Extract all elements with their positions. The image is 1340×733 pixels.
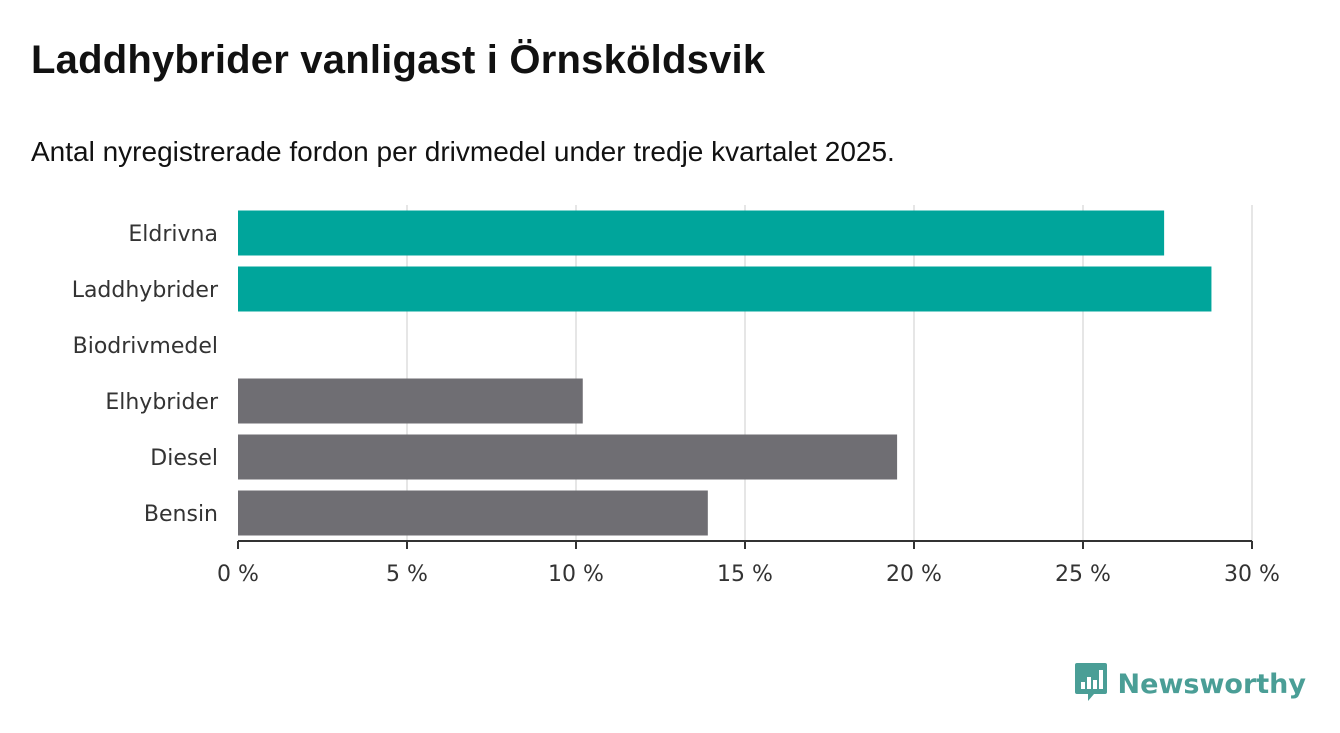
grid-lines bbox=[406, 205, 1253, 541]
brand-name: Newsworthy bbox=[1117, 669, 1306, 700]
x-tick-label: 25 % bbox=[1055, 562, 1111, 587]
category-label: Elhybrider bbox=[105, 390, 219, 415]
newsworthy-brand: Newsworthy bbox=[1074, 662, 1306, 707]
newsworthy-logo-icon bbox=[1074, 662, 1108, 707]
bars bbox=[238, 210, 1212, 536]
chart-subtitle: Antal nyregistrerade fordon per drivmede… bbox=[31, 136, 895, 167]
bar-bensin bbox=[238, 490, 708, 536]
x-tick-label: 20 % bbox=[886, 562, 942, 587]
chart-title: Laddhybrider vanligast i Örnsköldsvik bbox=[31, 38, 766, 82]
category-label: Diesel bbox=[150, 446, 218, 471]
bar-eldrivna bbox=[238, 210, 1165, 256]
category-label: Biodrivmedel bbox=[73, 334, 218, 359]
bar-diesel bbox=[238, 434, 898, 480]
category-label: Bensin bbox=[144, 502, 218, 527]
x-tick-label: 30 % bbox=[1224, 562, 1280, 587]
category-label: Laddhybrider bbox=[72, 278, 219, 303]
x-tick-label: 5 % bbox=[386, 562, 428, 587]
x-tick-label: 10 % bbox=[548, 562, 604, 587]
category-labels: Eldrivna Laddhybrider Biodrivmedel Elhybrid… bbox=[72, 222, 219, 527]
x-axis: 0 % 5 % 10 % 15 % 20 % 25 % 30 % bbox=[217, 540, 1280, 587]
bar-elhybrider bbox=[238, 378, 583, 424]
category-label: Eldrivna bbox=[128, 222, 218, 247]
bar-laddhybrider bbox=[238, 266, 1212, 312]
x-tick-label: 0 % bbox=[217, 562, 259, 587]
x-tick-label: 15 % bbox=[717, 562, 773, 587]
